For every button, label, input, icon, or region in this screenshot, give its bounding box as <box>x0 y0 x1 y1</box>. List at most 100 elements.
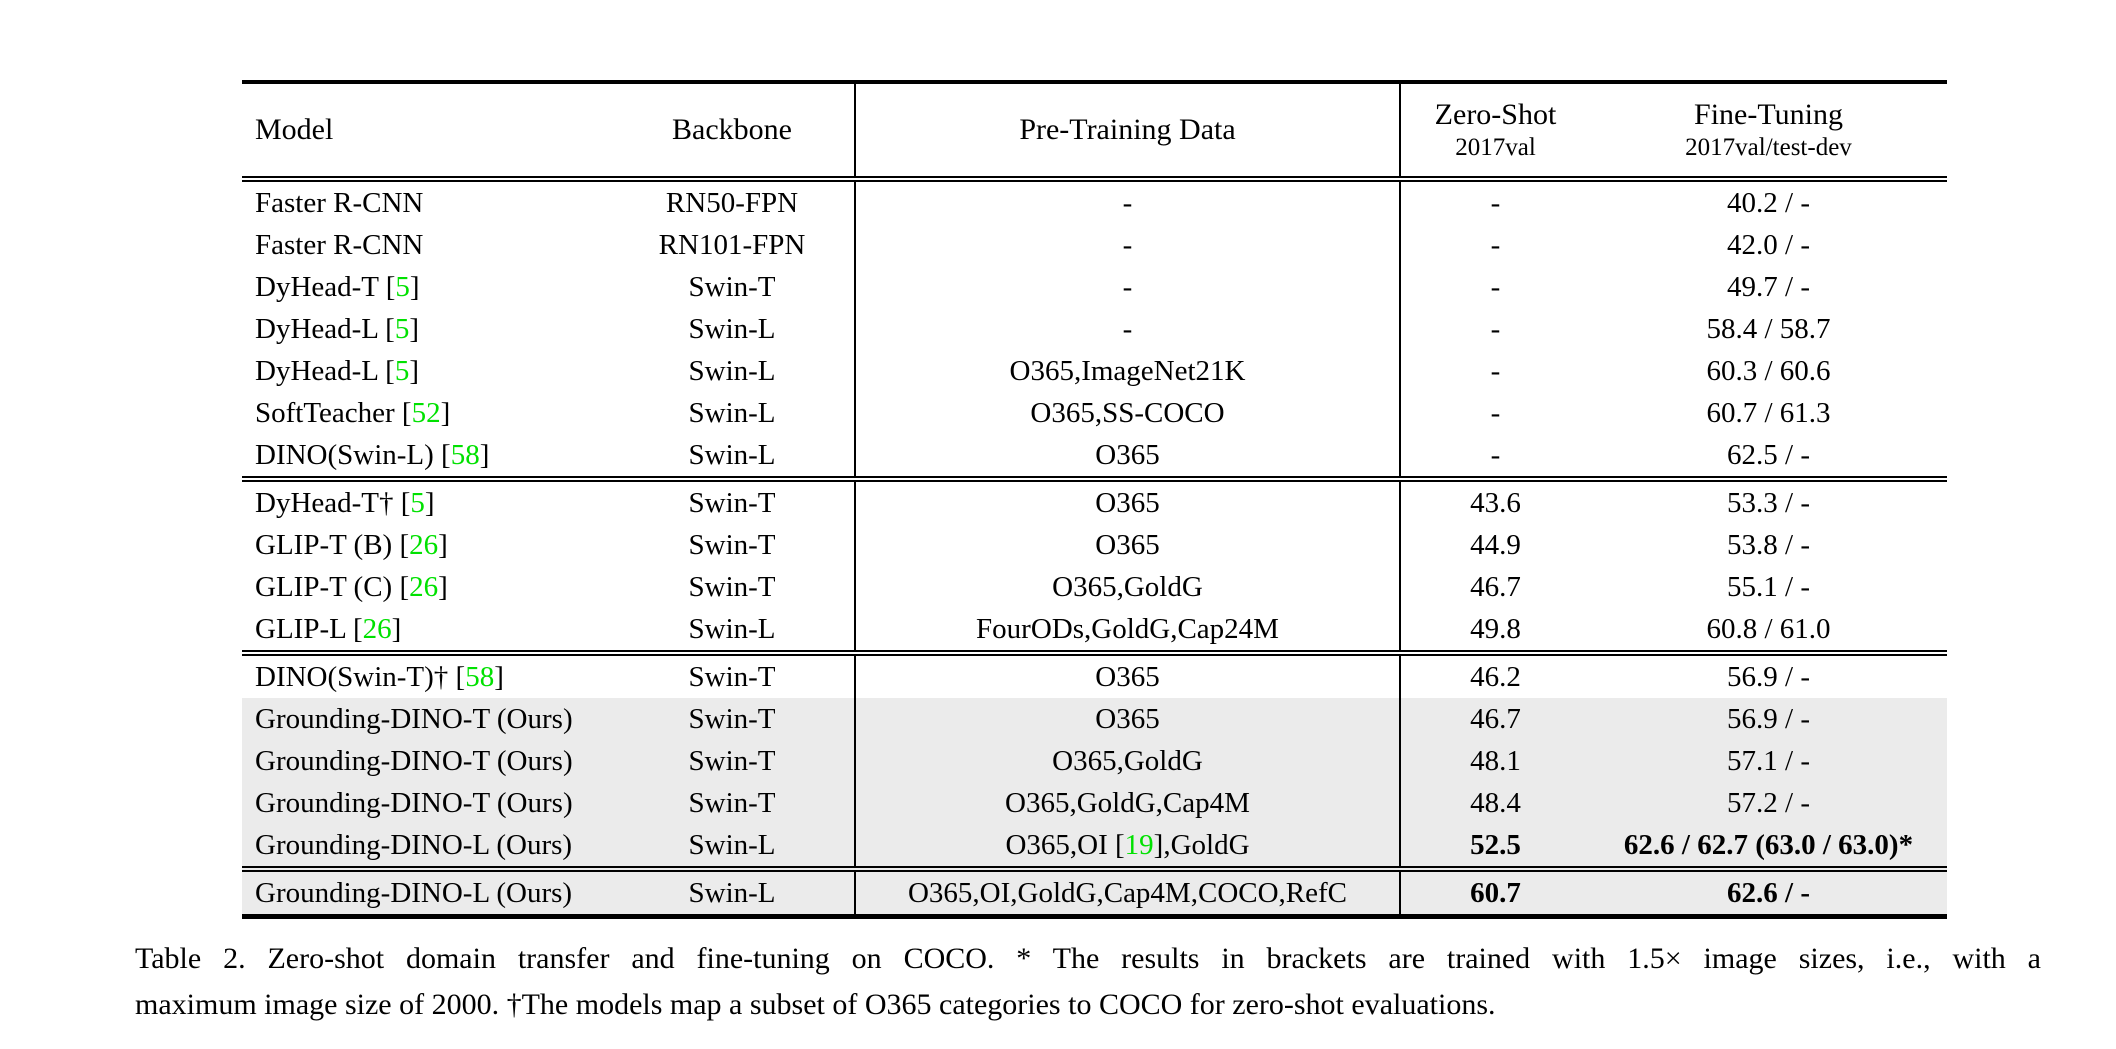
backbone-cell: Swin-L <box>688 828 776 861</box>
table-row: Faster R-CNN RN101-FPN - - 42.0 / - <box>242 224 1947 266</box>
text-segment: O365,GoldG,Cap4M <box>1005 786 1250 819</box>
zeroshot-value-cell: 43.6 <box>1399 476 1590 524</box>
finetune-value-cell: 55.1 / - <box>1727 570 1810 603</box>
text-segment: - <box>1122 228 1133 261</box>
pretrain-data-cell: O365 <box>854 476 1400 524</box>
text-segment: Grounding-DINO-T (Ours) <box>255 744 573 777</box>
model-cell: DyHead-T† [5] <box>242 476 610 524</box>
text-segment: Grounding-DINO-L (Ours) <box>255 876 573 909</box>
zeroshot-value-cell: - <box>1399 350 1590 392</box>
backbone-cell: Swin-T <box>688 786 776 819</box>
backbone-cell: Swin-T <box>610 650 855 698</box>
zeroshot-value-cell: 46.2 <box>1399 650 1590 698</box>
backbone-cell: Swin-T <box>688 744 776 777</box>
pretrain-data-cell: - <box>854 176 1400 224</box>
zeroshot-value-cell: 46.7 <box>1399 698 1590 740</box>
text-segment: Faster R-CNN <box>255 228 424 261</box>
text-segment: O365 <box>1095 660 1160 693</box>
text-segment: GLIP-L [ <box>255 612 363 645</box>
text-segment: O365 <box>1095 528 1160 561</box>
model-cell: DyHead-L [5] <box>242 350 610 392</box>
table-row: DyHead-T† [5] Swin-T O365 43.6 53.3 / - <box>242 476 1947 524</box>
text-segment: SoftTeacher [ <box>255 396 412 429</box>
zeroshot-value-cell: - <box>1399 266 1590 308</box>
citation-link[interactable]: 58 <box>465 660 495 693</box>
header-row: Model Backbone Pre-Training Data Zero-Sh… <box>242 82 1947 179</box>
pretrain-data-cell: O365,OI,GoldG,Cap4M,COCO,RefC <box>854 866 1400 917</box>
text-segment: Grounding-DINO-T (Ours) <box>255 702 573 735</box>
finetune-value-cell: 49.7 / - <box>1727 270 1810 303</box>
model-cell: Grounding-DINO-L (Ours) <box>242 866 610 917</box>
column-header-pretrain-label: Pre-Training Data <box>1019 113 1236 146</box>
backbone-cell: Swin-T <box>688 528 776 561</box>
text-segment: DINO(Swin-T)† [ <box>255 660 466 693</box>
text-segment: DINO(Swin-L) [ <box>255 438 451 471</box>
citation-link[interactable]: 58 <box>450 438 480 471</box>
finetune-value-cell: 62.6 / 62.7 (63.0 / 63.0)* <box>1623 828 1914 861</box>
finetune-value-cell: 60.8 / 61.0 <box>1706 612 1831 645</box>
model-cell: Faster R-CNN <box>242 176 610 224</box>
citation-link[interactable]: 26 <box>409 528 439 561</box>
zeroshot-value-cell: 60.7 <box>1399 866 1590 917</box>
finetune-value-cell: 60.7 / 61.3 <box>1706 396 1831 429</box>
table-row: SoftTeacher [52] Swin-L O365,SS-COCO - 60.7 … <box>242 392 1947 434</box>
citation-link[interactable]: 26 <box>409 570 439 603</box>
text-segment: O365 <box>1095 438 1160 471</box>
caption-line-2: maximum image size of 2000. †The models … <box>135 988 1496 1021</box>
text-segment: Faster R-CNN <box>255 186 424 219</box>
citation-link[interactable]: 5 <box>395 270 410 303</box>
text-segment: ] <box>391 612 402 645</box>
text-segment: ] <box>438 528 448 561</box>
citation-link[interactable]: 5 <box>410 486 425 519</box>
backbone-cell: Swin-L <box>688 354 776 387</box>
model-cell: DINO(Swin-T)† [58] <box>242 650 610 698</box>
column-header-finetune-title: Fine-Tuning <box>1694 98 1843 131</box>
table-caption: Table 2. Zero-shot domain transfer and f… <box>135 936 2041 1028</box>
model-cell: Grounding-DINO-L (Ours) <box>242 824 610 869</box>
text-segment: DyHead-L [ <box>255 312 395 345</box>
text-segment: GLIP-T (C) [ <box>255 570 410 603</box>
model-cell: DyHead-T [5] <box>242 266 610 308</box>
table-row: Grounding-DINO-T (Ours) Swin-T O365 46.7 56.… <box>242 698 1947 740</box>
table-row: DyHead-T [5] Swin-T - - 49.7 / - <box>242 266 1947 308</box>
text-segment: FourODs,GoldG,Cap24M <box>976 612 1279 645</box>
pretrain-data-cell: O365 <box>854 698 1400 740</box>
text-segment: GLIP-T (B) [ <box>255 528 410 561</box>
model-cell: DINO(Swin-L) [58] <box>242 434 610 479</box>
finetune-value-cell: 62.5 / - <box>1727 438 1810 471</box>
citation-link[interactable]: 19 <box>1124 828 1154 861</box>
citation-link[interactable]: 26 <box>362 612 392 645</box>
caption-line-1: Table 2. Zero-shot domain transfer and f… <box>135 942 2041 975</box>
column-header-finetune-subtitle: 2017val/test-dev <box>1685 134 1852 161</box>
model-cell: GLIP-T (B) [26] <box>242 524 610 566</box>
citation-link[interactable]: 5 <box>394 312 410 345</box>
table-row: GLIP-T (C) [26] Swin-T O365,GoldG 46.7 55.1 … <box>242 566 1947 608</box>
table-block: Faster R-CNN RN50-FPN - -40.2 / - Faster R-C… <box>242 176 1947 479</box>
citation-link[interactable]: 5 <box>394 354 410 387</box>
text-segment: ] <box>409 270 420 303</box>
backbone-cell: Swin-T <box>688 270 776 303</box>
text-segment: Grounding-DINO-T (Ours) <box>255 786 573 819</box>
column-header-model: Model <box>242 82 610 179</box>
citation-link[interactable]: 52 <box>411 396 441 429</box>
zeroshot-value-cell: 49.8 <box>1399 608 1590 653</box>
column-header-model-label: Model <box>255 113 334 146</box>
text-segment: O365,GoldG <box>1052 744 1203 777</box>
zeroshot-value-cell: 44.9 <box>1399 524 1590 566</box>
backbone-cell: Swin-L <box>610 866 855 917</box>
pretrain-data-cell: O365,ImageNet21K <box>854 350 1400 392</box>
backbone-cell: Swin-L <box>688 396 776 429</box>
text-segment: O365,OI [ <box>1005 828 1125 861</box>
table-row: Grounding-DINO-T (Ours) Swin-T O365,GoldG 4… <box>242 740 1947 782</box>
pretrain-data-cell: FourODs,GoldG,Cap24M <box>854 608 1400 653</box>
pretrain-data-cell: O365,OI [19],GoldG <box>854 824 1400 869</box>
pretrain-data-cell: O365 <box>854 524 1400 566</box>
model-cell: Grounding-DINO-T (Ours) <box>242 740 610 782</box>
finetune-value-cell: 57.1 / - <box>1727 744 1810 777</box>
zeroshot-value-cell: 52.5 <box>1399 824 1590 869</box>
model-cell: DyHead-L [5] <box>242 308 610 350</box>
pretrain-data-cell: O365 <box>854 434 1400 479</box>
table-row: DINO(Swin-T)† [58] Swin-T O365 46.2 56.9 / - <box>242 650 1947 698</box>
model-cell: GLIP-T (C) [26] <box>242 566 610 608</box>
